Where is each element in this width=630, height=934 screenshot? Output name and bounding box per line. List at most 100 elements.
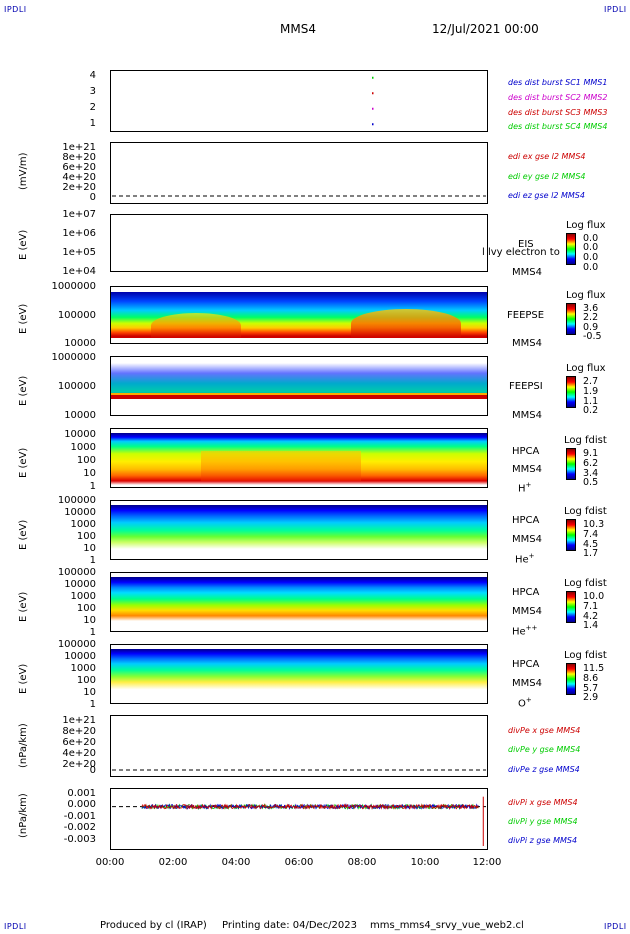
y-tick: 1e+06 (62, 228, 96, 239)
y-tick: 10000 (64, 410, 96, 421)
instrument-label: HPCA (512, 659, 540, 670)
colorbar (566, 519, 576, 551)
colorbar-value: 1.7 (583, 548, 599, 559)
colorbar-value: 7.4 (583, 529, 599, 540)
y-tick: 0.000 (67, 799, 96, 810)
y-tick: 10000 (64, 579, 96, 590)
spectrogram (111, 363, 487, 397)
instrument-label: HPCA (512, 446, 540, 457)
legend-entry: des dist burst SC1 MMS1 (508, 78, 608, 87)
species-label: H+ (518, 481, 531, 494)
y-tick: 10000 (64, 651, 96, 662)
edi-zero-line (112, 195, 486, 197)
colorbar-title: Log fdist (564, 650, 607, 661)
corner-label-bottom-left: IPDLI (4, 922, 27, 931)
y-axis-label: E (eV) (18, 663, 29, 694)
mission-label: MMS4 (512, 410, 542, 421)
burst-point (372, 76, 374, 79)
y-tick: 1000000 (51, 281, 96, 292)
instrument-label: HPCA (512, 587, 540, 598)
panel-hpca-o (110, 644, 488, 704)
y-tick: -0.002 (63, 822, 96, 833)
colorbar-value: 1.9 (583, 386, 599, 397)
y-tick: 1 (89, 555, 96, 566)
y-tick: 100000 (57, 310, 96, 321)
legend-entry: divPe z gse MMS4 (508, 765, 580, 774)
legend-entry: edi ex gse l2 MMS4 (508, 152, 586, 161)
mission-title: MMS4 (280, 22, 316, 36)
legend-entry: divPe x gse MMS4 (508, 726, 581, 735)
panel-hpca-h (110, 428, 488, 488)
legend-entry: divPi x gse MMS4 (508, 798, 578, 807)
colorbar-value: 10.3 (583, 519, 605, 530)
colorbar-title: Log flux (566, 220, 606, 231)
overlay-label: l lvy electron to (482, 247, 560, 258)
y-tick: -0.001 (63, 811, 96, 822)
legend-entry: des dist burst SC3 MMS3 (508, 108, 608, 117)
species-label: He++ (512, 624, 537, 637)
panel-hpca-he (110, 500, 488, 560)
y-axis-label: (nPa/km) (18, 723, 29, 768)
legend-entry: edi ey gse l2 MMS4 (508, 172, 586, 181)
y-tick: 10 (83, 468, 96, 479)
mission-label: MMS4 (512, 338, 542, 349)
y-tick: 2 (89, 102, 96, 113)
colorbar-value: -0.5 (583, 331, 602, 342)
colorbar-value: 3.6 (583, 303, 599, 314)
panel-burst (110, 70, 488, 132)
x-tick: 08:00 (347, 857, 377, 868)
y-tick: 4 (89, 70, 96, 81)
y-tick: 10 (83, 543, 96, 554)
colorbar-value: 8.6 (583, 673, 599, 684)
y-tick: 1000 (70, 519, 96, 530)
y-tick: 1e+07 (62, 209, 96, 220)
colorbar-value: 1.4 (583, 620, 599, 631)
y-tick: 10 (83, 687, 96, 698)
spectrogram-hump (351, 309, 461, 338)
y-tick: 2e+20 (62, 182, 96, 193)
colorbar-value: 4.5 (583, 539, 599, 550)
y-tick: -0.003 (63, 834, 96, 845)
species-name: H (518, 483, 526, 495)
species-name: He (515, 554, 529, 566)
colorbar-value: 5.7 (583, 683, 599, 694)
panel-divpi (110, 788, 488, 850)
colorbar-value: 0.2 (583, 405, 599, 416)
burst-point (372, 92, 374, 95)
y-tick: 1e+21 (62, 142, 96, 153)
colorbar-value: 10.0 (583, 591, 605, 602)
colorbar-value: 1.1 (583, 396, 599, 407)
colorbar-title: Log flux (566, 363, 606, 374)
y-tick: 2e+20 (62, 759, 96, 770)
species-charge: ++ (525, 624, 538, 632)
mission-label: MMS4 (512, 267, 542, 278)
x-tick: 12:00 (472, 857, 502, 868)
y-tick: 6e+20 (62, 737, 96, 748)
instrument-label: EIS (518, 239, 534, 250)
colorbar (566, 591, 576, 623)
species-label: O+ (518, 696, 532, 709)
y-axis-label: (nPa/km) (18, 793, 29, 838)
y-tick: 6e+20 (62, 162, 96, 173)
y-tick: 0.001 (67, 788, 96, 799)
y-tick: 1e+05 (62, 247, 96, 258)
species-charge: + (525, 481, 532, 489)
colorbar (566, 376, 576, 408)
colorbar-value: 0.9 (583, 322, 599, 333)
instrument-label: FEEPSI (509, 381, 543, 392)
y-tick: 100 (76, 455, 96, 466)
y-axis-label: E (eV) (18, 591, 29, 622)
y-axis-label: E (eV) (18, 519, 29, 550)
y-tick: 10000 (64, 429, 96, 440)
instrument-label: FEEPSE (507, 310, 545, 321)
colorbar-title: Log flux (566, 290, 606, 301)
mission-label: MMS4 (512, 606, 542, 617)
x-tick: 10:00 (410, 857, 440, 868)
corner-label-top-right: IPDLI (604, 5, 627, 14)
y-tick: 1 (89, 118, 96, 129)
y-tick: 1 (89, 627, 96, 638)
mission-label: MMS4 (512, 464, 542, 475)
colorbar-value: 0.5 (583, 477, 599, 488)
y-tick: 100000 (57, 381, 96, 392)
y-tick: 1000 (70, 591, 96, 602)
